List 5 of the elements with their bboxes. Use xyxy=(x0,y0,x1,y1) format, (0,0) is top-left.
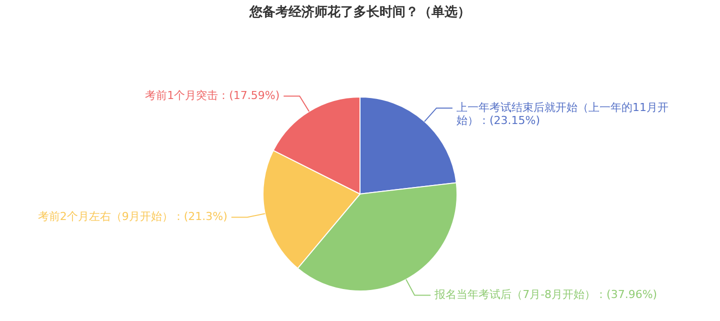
slice-label: 考前2个月左右（9月开始）：(21.3%) xyxy=(38,210,228,224)
slice-label: 上一年考试结束后就开始（上一年的11月开始）：(23.15%) xyxy=(456,101,668,128)
slice-label: 报名当年考试后（7月-8月开始）：(37.96%) xyxy=(434,288,658,302)
chart-title: 您备考经济师花了多长时间？（单选） xyxy=(248,4,470,20)
slice-label: 考前1个月突击：(17.59%) xyxy=(145,89,280,102)
